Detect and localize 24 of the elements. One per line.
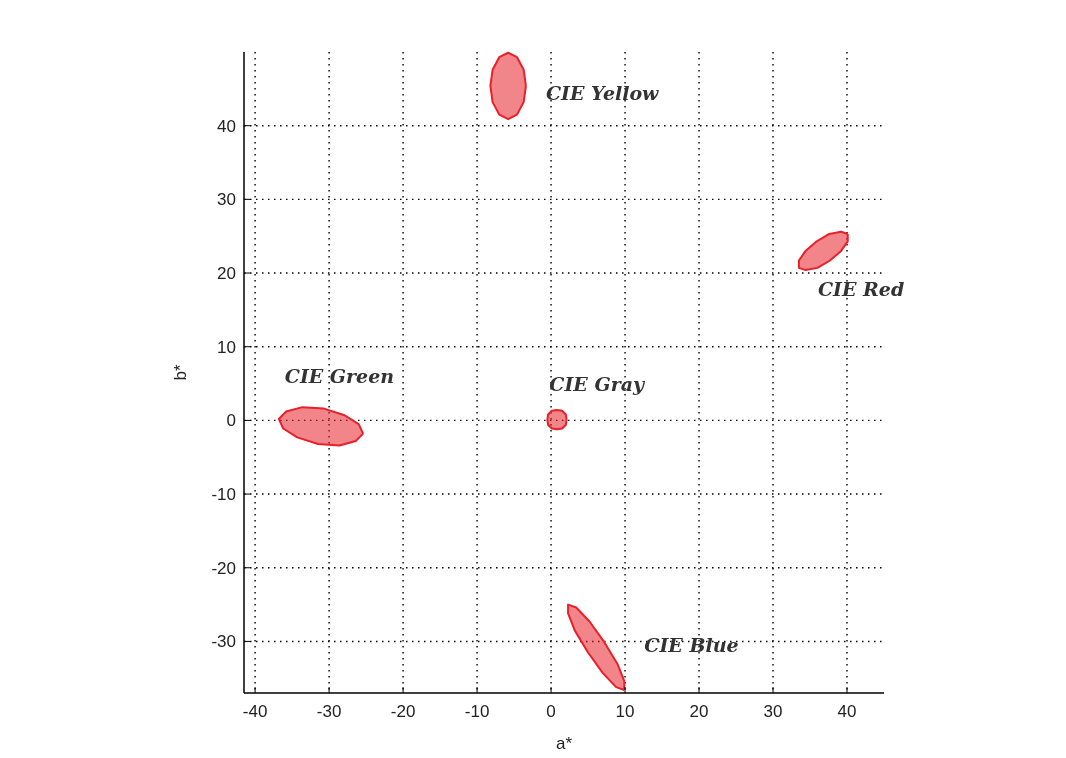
y-tick-label: -30: [211, 632, 236, 652]
x-tick-label: 0: [546, 702, 556, 721]
x-axis-title: a*: [555, 734, 573, 753]
y-tick-label: 30: [217, 190, 236, 210]
y-tick-label: 0: [226, 411, 236, 431]
x-tick-label: 40: [837, 702, 857, 721]
x-tick-label: -10: [464, 702, 490, 721]
y-tick-label: 40: [217, 116, 236, 136]
x-tick-label: 20: [689, 702, 709, 721]
series-label: CIE Green: [284, 365, 395, 388]
y-tick-label: 10: [217, 337, 236, 357]
y-tick-label: -10: [211, 485, 236, 505]
x-tick-label: -20: [390, 702, 416, 721]
y-axis-title: b*: [171, 364, 190, 381]
y-tick-label: 20: [217, 264, 236, 284]
y-tick-label: -20: [211, 558, 236, 578]
x-tick-label: -40: [242, 702, 268, 721]
x-tick-label: 30: [763, 702, 783, 721]
x-tick-label: -30: [316, 702, 342, 721]
series-label: CIE Blue: [644, 634, 739, 657]
series-label: CIE Red: [817, 278, 905, 301]
x-tick-label: 10: [615, 702, 635, 721]
series-label: CIE Gray: [549, 373, 647, 396]
series-label: CIE Yellow: [545, 81, 660, 104]
